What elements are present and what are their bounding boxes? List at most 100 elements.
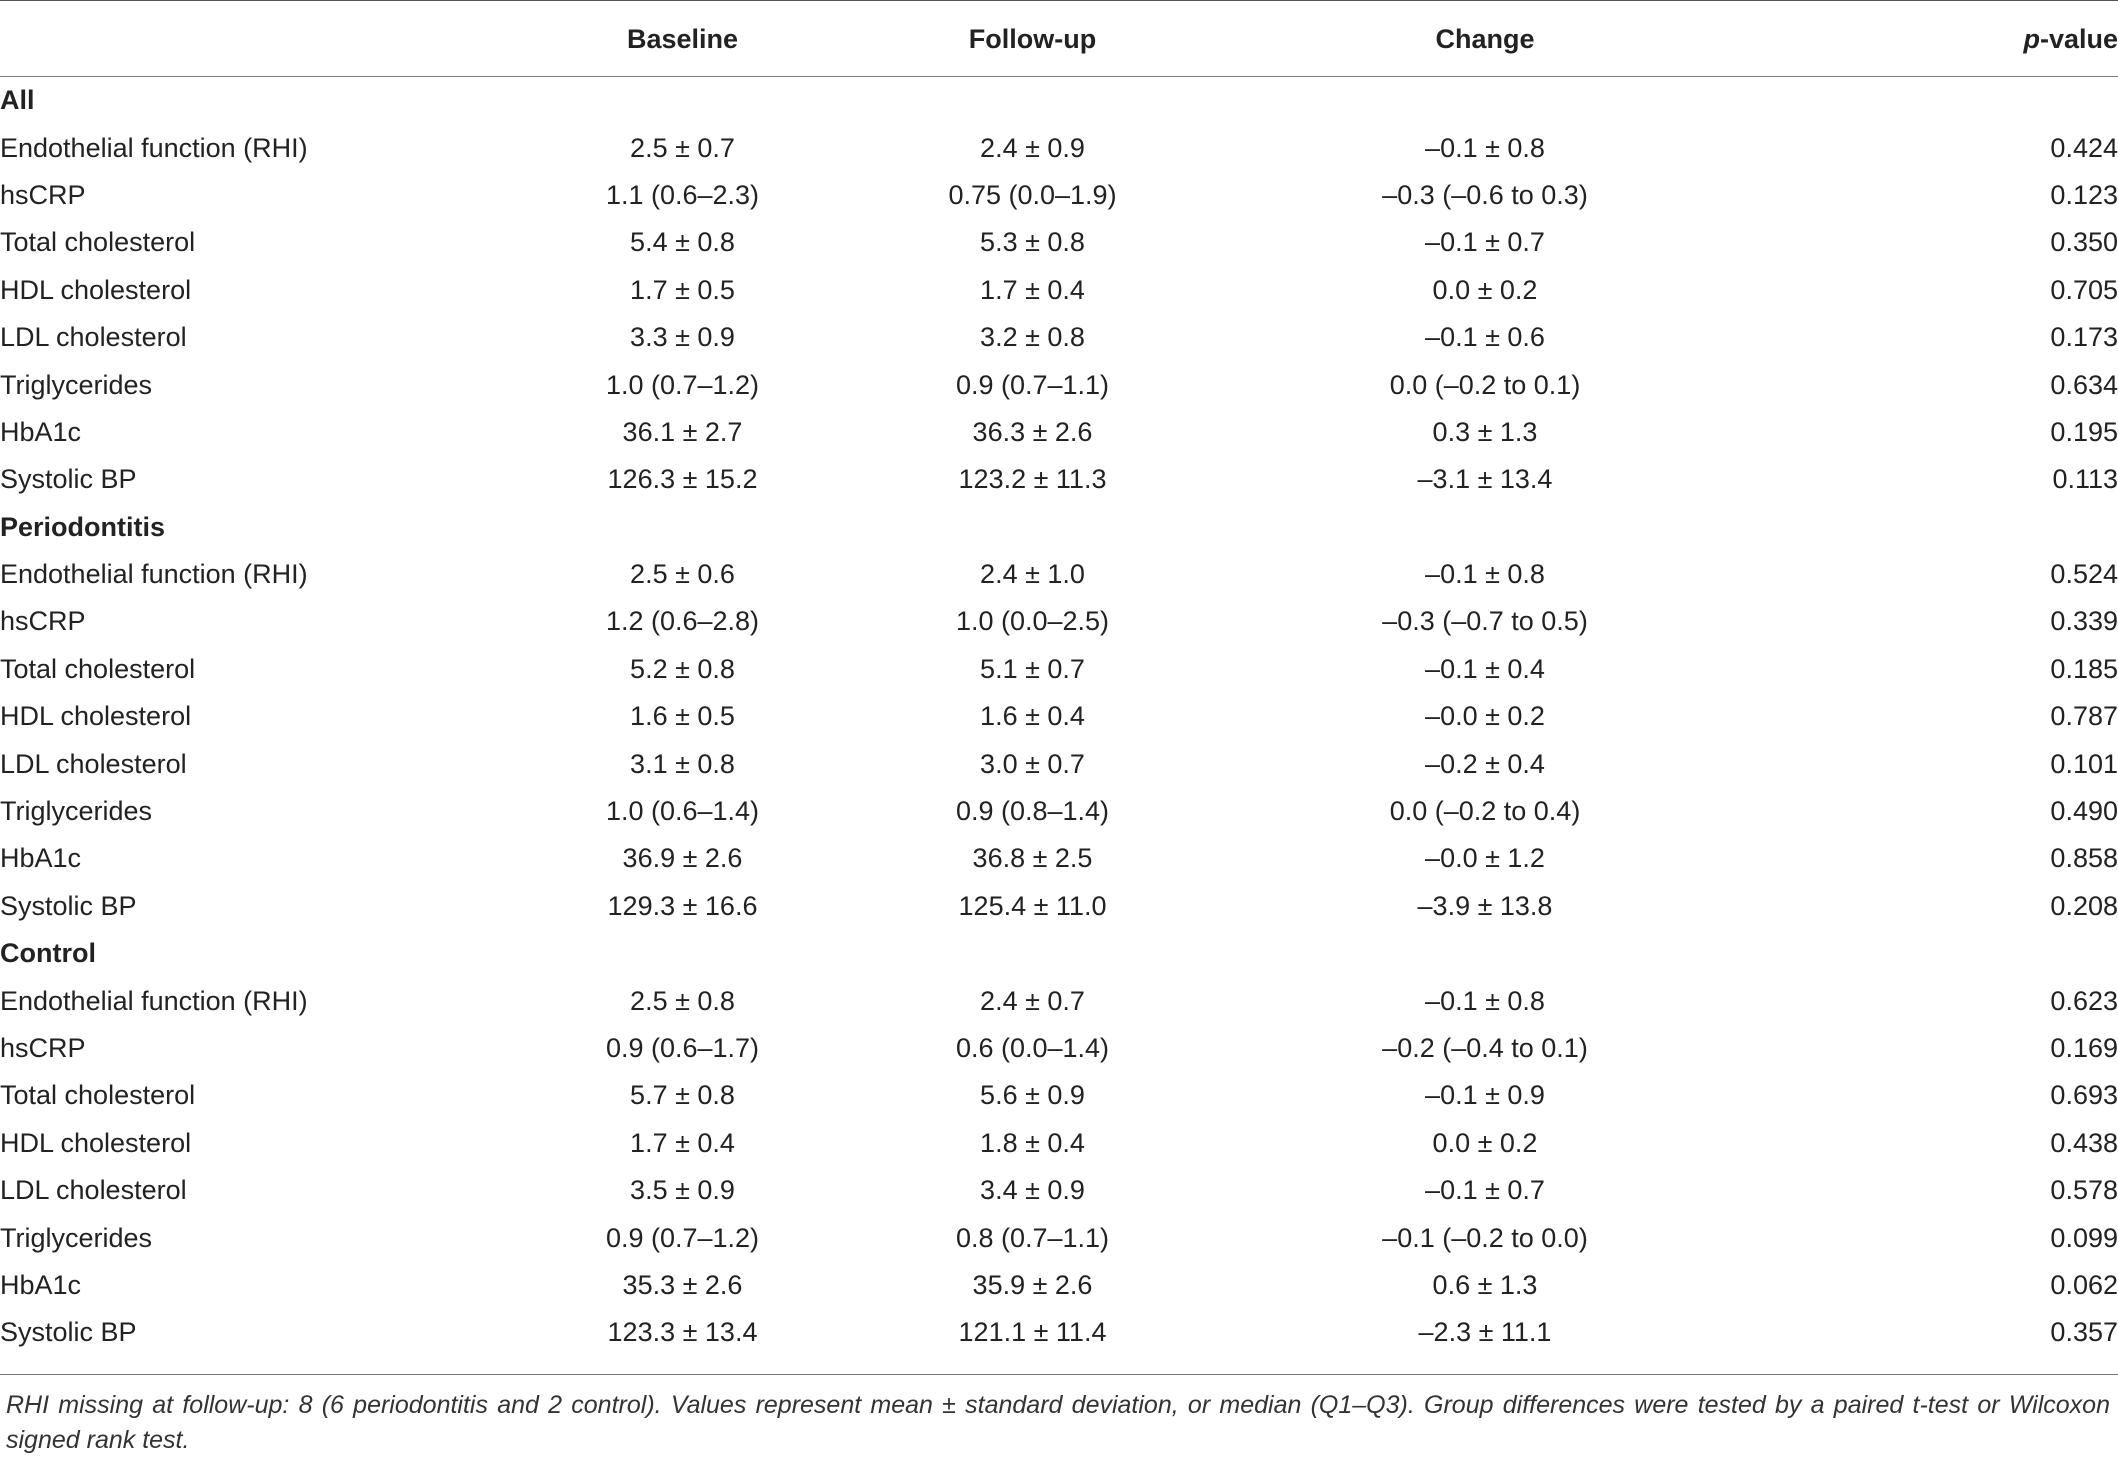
results-table: Baseline Follow-up Change p-value All End…: [0, 1, 2118, 1357]
cell-change: –0.1 (–0.2 to 0.0): [1382, 1222, 1588, 1253]
table-row: Triglycerides 1.0 (0.7–1.2) 0.9 (0.7–1.1) 0…: [0, 361, 2118, 408]
cell-label: HbA1c: [0, 843, 82, 874]
cell-label: hsCRP: [0, 179, 86, 210]
cell-pvalue: 0.062: [2050, 1269, 2118, 1300]
cell-baseline: 35.3 ± 2.6: [622, 1269, 743, 1300]
cell-label: Systolic BP: [0, 464, 137, 495]
cell-followup: 5.6 ± 0.9: [980, 1080, 1085, 1111]
cell-label: Systolic BP: [0, 890, 137, 921]
table-row: Total cholesterol 5.2 ± 0.8 5.1 ± 0.7 –0.1 …: [0, 646, 2118, 693]
cell-baseline: 1.7 ± 0.4: [630, 1127, 735, 1158]
cell-change: –3.1 ± 13.4: [1417, 464, 1553, 495]
cell-baseline: 1.2 (0.6–2.8): [605, 606, 760, 637]
cell-change: –0.0 ± 1.2: [1425, 843, 1545, 874]
cell-pvalue: 0.705: [2050, 274, 2118, 305]
cell-change: –0.0 ± 0.2: [1425, 701, 1545, 732]
group-title: All: [0, 85, 35, 116]
cell-pvalue: 0.858: [2050, 843, 2118, 874]
cell-pvalue: 0.123: [2050, 179, 2118, 210]
cell-change: –0.1 ± 0.9: [1425, 1080, 1545, 1111]
cell-change: –0.3 (–0.6 to 0.3): [1382, 179, 1588, 210]
cell-pvalue: 0.490: [2050, 796, 2118, 827]
cell-followup: 36.8 ± 2.5: [972, 843, 1093, 874]
group-header-row: Control: [0, 930, 2118, 977]
cell-label: Endothelial function (RHI): [0, 132, 308, 163]
cell-label: Total cholesterol: [0, 653, 196, 684]
header-baseline: Baseline: [626, 23, 739, 54]
header-label: [0, 1, 560, 77]
table-row: hsCRP 0.9 (0.6–1.7) 0.6 (0.0–1.4) –0.2 (–0.…: [0, 1025, 2118, 1072]
cell-followup: 5.3 ± 0.8: [980, 227, 1085, 258]
table-row: Systolic BP 123.3 ± 13.4 121.1 ± 11.4 –2.3 …: [0, 1309, 2118, 1356]
cell-baseline: 1.6 ± 0.5: [630, 701, 735, 732]
table-body: All Endothelial function (RHI) 2.5 ± 0.7 2.…: [0, 77, 2118, 1357]
table-row: Triglycerides 0.9 (0.7–1.2) 0.8 (0.7–1.1) –…: [0, 1214, 2118, 1261]
table-row: Endothelial function (RHI) 2.5 ± 0.8 2.4 ±…: [0, 977, 2118, 1024]
cell-baseline: 2.5 ± 0.8: [630, 985, 735, 1016]
cell-followup: 2.4 ± 1.0: [980, 559, 1085, 590]
table-row: Systolic BP 126.3 ± 15.2 123.2 ± 11.3 –3.1 …: [0, 456, 2118, 503]
cell-baseline: 1.0 (0.7–1.2): [605, 369, 760, 400]
table-row: hsCRP 1.2 (0.6–2.8) 1.0 (0.0–2.5) –0.3 (–0.…: [0, 598, 2118, 645]
cell-baseline: 36.9 ± 2.6: [622, 843, 743, 874]
cell-followup: 1.6 ± 0.4: [980, 701, 1085, 732]
cell-label: HDL cholesterol: [0, 701, 192, 732]
cell-pvalue: 0.101: [2050, 748, 2118, 779]
cell-label: HbA1c: [0, 1269, 82, 1300]
cell-label: Total cholesterol: [0, 227, 196, 258]
cell-change: 0.3 ± 1.3: [1432, 416, 1538, 447]
header-followup: Follow-up: [968, 23, 1097, 54]
cell-pvalue: 0.185: [2050, 653, 2118, 684]
cell-change: –0.3 (–0.7 to 0.5): [1382, 606, 1588, 637]
cell-followup: 0.9 (0.7–1.1): [955, 369, 1110, 400]
header-pvalue-italic: p: [2023, 23, 2040, 54]
cell-pvalue: 0.350: [2050, 227, 2118, 258]
cell-change: –0.1 ± 0.8: [1425, 985, 1545, 1016]
cell-baseline: 2.5 ± 0.6: [630, 559, 735, 590]
cell-pvalue: 0.787: [2050, 701, 2118, 732]
header-pvalue-rest: -value: [2039, 23, 2118, 54]
cell-label: Triglycerides: [0, 369, 153, 400]
cell-label: Triglycerides: [0, 1222, 153, 1253]
cell-change: –0.1 ± 0.8: [1425, 559, 1545, 590]
cell-pvalue: 0.113: [2052, 464, 2118, 495]
cell-baseline: 0.9 (0.6–1.7): [605, 1033, 760, 1063]
group-header-row: Periodontitis: [0, 504, 2118, 551]
header-pvalue: p-value: [1710, 1, 2118, 77]
table-footnote: RHI missing at follow-up: 8 (6 periodont…: [6, 1391, 2110, 1454]
cell-label: Endothelial function (RHI): [0, 559, 308, 590]
cell-pvalue: 0.623: [2050, 985, 2118, 1016]
table-row: HbA1c 35.3 ± 2.6 35.9 ± 2.6 0.6 ± 1.3 0.062: [0, 1262, 2118, 1309]
cell-label: hsCRP: [0, 606, 86, 637]
cell-change: –2.3 ± 11.1: [1418, 1317, 1552, 1348]
cell-change: –0.2 (–0.4 to 0.1): [1382, 1033, 1588, 1063]
cell-followup: 2.4 ± 0.7: [980, 985, 1085, 1016]
table-row: HbA1c 36.9 ± 2.6 36.8 ± 2.5 –0.0 ± 1.2 0.858: [0, 835, 2118, 882]
cell-change: 0.0 (–0.2 to 0.1): [1389, 369, 1581, 400]
cell-baseline: 5.2 ± 0.8: [630, 653, 735, 684]
cell-pvalue: 0.173: [2050, 322, 2118, 353]
table-row: Endothelial function (RHI) 2.5 ± 0.6 2.4 ±…: [0, 551, 2118, 598]
table-row: Endothelial function (RHI) 2.5 ± 0.7 2.4 ±…: [0, 124, 2118, 171]
group-title: Control: [0, 938, 96, 969]
cell-baseline: 3.1 ± 0.8: [630, 748, 735, 779]
cell-followup: 5.1 ± 0.7: [980, 653, 1085, 684]
cell-pvalue: 0.578: [2050, 1175, 2118, 1206]
cell-pvalue: 0.339: [2050, 606, 2118, 637]
group-header-row: All: [0, 77, 2118, 124]
cell-change: –0.1 ± 0.7: [1425, 227, 1545, 258]
table-row: Systolic BP 129.3 ± 16.6 125.4 ± 11.0 –3.9 …: [0, 883, 2118, 930]
cell-pvalue: 0.693: [2050, 1080, 2118, 1111]
cell-baseline: 3.5 ± 0.9: [630, 1175, 735, 1206]
table-row: HbA1c 36.1 ± 2.7 36.3 ± 2.6 0.3 ± 1.3 0.195: [0, 409, 2118, 456]
cell-baseline: 2.5 ± 0.7: [630, 132, 735, 163]
header-row: Baseline Follow-up Change p-value: [0, 1, 2118, 77]
cell-label: HbA1c: [0, 416, 82, 447]
cell-label: Triglycerides: [0, 796, 153, 827]
cell-label: hsCRP: [0, 1033, 86, 1063]
cell-followup: 121.1 ± 11.4: [958, 1317, 1107, 1348]
cell-followup: 123.2 ± 11.3: [958, 464, 1107, 495]
cell-baseline: 123.3 ± 13.4: [607, 1317, 758, 1348]
cell-baseline: 0.9 (0.7–1.2): [605, 1222, 760, 1253]
cell-followup: 125.4 ± 11.0: [958, 890, 1107, 921]
